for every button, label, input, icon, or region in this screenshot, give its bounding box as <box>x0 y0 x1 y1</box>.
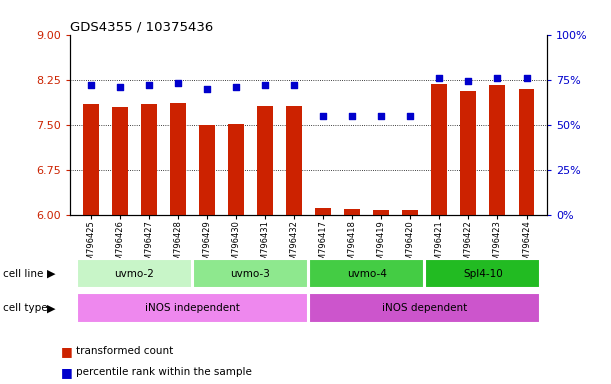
Point <box>86 82 95 88</box>
Bar <box>286 106 302 215</box>
Bar <box>309 259 424 288</box>
Bar <box>112 107 128 215</box>
Point <box>318 113 328 119</box>
Point <box>231 84 241 90</box>
Text: iNOS independent: iNOS independent <box>145 303 240 313</box>
Text: uvmo-2: uvmo-2 <box>114 268 154 279</box>
Bar <box>315 208 331 215</box>
Bar <box>76 259 192 288</box>
Bar <box>425 259 541 288</box>
Bar <box>199 125 215 215</box>
Bar <box>431 84 447 215</box>
Bar <box>519 89 535 215</box>
Point <box>144 82 153 88</box>
Text: percentile rank within the sample: percentile rank within the sample <box>76 367 252 377</box>
Point <box>492 75 502 81</box>
Bar <box>257 106 273 215</box>
Text: iNOS dependent: iNOS dependent <box>382 303 467 313</box>
Point <box>202 86 212 92</box>
Text: cell line: cell line <box>3 268 43 279</box>
Bar <box>82 104 98 215</box>
Point <box>260 82 270 88</box>
Text: ■: ■ <box>61 366 73 379</box>
Point <box>522 75 532 81</box>
Point <box>289 82 299 88</box>
Point <box>434 75 444 81</box>
Bar <box>76 293 308 323</box>
Bar <box>193 259 308 288</box>
Text: transformed count: transformed count <box>76 346 174 356</box>
Point <box>173 80 183 86</box>
Text: ▶: ▶ <box>47 303 56 313</box>
Text: uvmo-3: uvmo-3 <box>230 268 271 279</box>
Bar <box>489 85 505 215</box>
Point <box>115 84 125 90</box>
Text: ■: ■ <box>61 345 73 358</box>
Bar <box>141 104 156 215</box>
Text: ▶: ▶ <box>47 268 56 279</box>
Bar <box>228 124 244 215</box>
Text: uvmo-4: uvmo-4 <box>346 268 387 279</box>
Bar <box>344 209 360 215</box>
Point <box>464 78 474 84</box>
Bar <box>309 293 541 323</box>
Point <box>376 113 386 119</box>
Bar <box>461 91 477 215</box>
Point <box>347 113 357 119</box>
Text: GDS4355 / 10375436: GDS4355 / 10375436 <box>70 20 213 33</box>
Point <box>405 113 415 119</box>
Text: Spl4-10: Spl4-10 <box>463 268 503 279</box>
Bar <box>170 103 186 215</box>
Bar <box>373 210 389 215</box>
Text: cell type: cell type <box>3 303 48 313</box>
Bar <box>402 210 419 215</box>
